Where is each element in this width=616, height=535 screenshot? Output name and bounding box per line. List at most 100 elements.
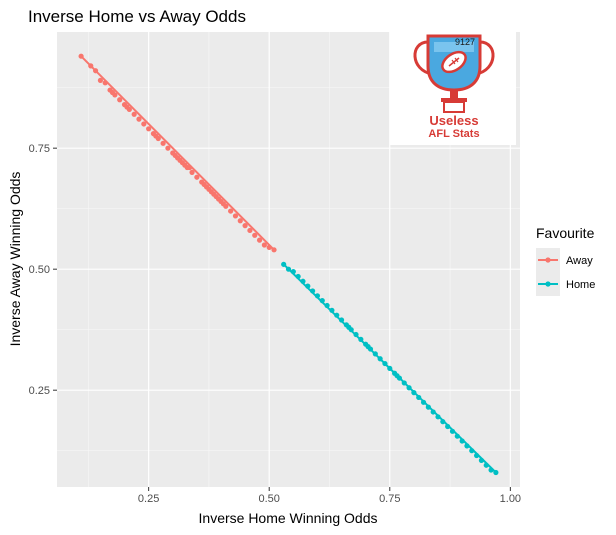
data-point <box>372 351 378 357</box>
data-point <box>247 227 253 234</box>
data-point <box>411 390 417 396</box>
data-point <box>314 293 321 299</box>
x-axis-ticks: 0.25 0.50 0.75 1.00 <box>138 487 521 505</box>
data-point <box>300 278 306 284</box>
data-point <box>430 409 436 415</box>
data-point <box>310 288 316 294</box>
data-point <box>324 302 330 309</box>
data-point <box>459 438 465 444</box>
y-tick-label: 0.75 <box>29 143 50 155</box>
data-point <box>440 419 446 425</box>
data-point <box>102 80 108 86</box>
data-point <box>266 244 272 250</box>
data-point <box>136 116 142 122</box>
logo-line2: AFL Stats <box>428 128 479 140</box>
series-away <box>78 53 277 253</box>
data-point <box>367 346 374 352</box>
data-point <box>416 394 422 401</box>
data-point <box>358 336 364 342</box>
legend-label: Home <box>566 279 595 291</box>
data-point <box>160 140 166 146</box>
data-point <box>261 242 267 248</box>
data-point <box>228 208 234 214</box>
data-point <box>488 467 494 473</box>
data-point <box>493 469 499 476</box>
series-home <box>281 261 499 476</box>
legend-key-point <box>545 257 551 263</box>
data-point <box>348 327 354 333</box>
data-point <box>252 232 258 238</box>
legend-key-point <box>545 281 551 287</box>
data-point <box>387 365 393 372</box>
data-point <box>454 433 460 439</box>
data-point <box>88 63 94 69</box>
data-point <box>338 317 345 323</box>
data-point <box>382 360 388 367</box>
data-point <box>78 53 84 59</box>
y-tick-label: 0.25 <box>29 385 50 397</box>
data-point <box>187 164 193 171</box>
series-away-line <box>80 55 275 251</box>
data-point <box>112 92 118 98</box>
legend-label: Away <box>566 255 593 267</box>
data-point <box>189 169 195 175</box>
data-point <box>223 203 229 209</box>
legend-items: Away Home <box>536 248 595 296</box>
legend-title: Favourite <box>536 225 595 241</box>
x-tick-label: 0.75 <box>379 493 400 505</box>
x-tick-label: 0.50 <box>258 493 279 505</box>
data-point <box>401 380 407 386</box>
y-tick-label: 0.50 <box>29 264 50 276</box>
useless-afl-stats-logo: 9127 Useless AFL Stats <box>390 23 516 145</box>
data-point <box>420 399 427 405</box>
data-point <box>194 174 200 180</box>
logo-badge-text: 9127 <box>455 37 475 47</box>
legend: Favourite Away Home <box>536 225 595 296</box>
x-tick-label: 0.25 <box>138 493 159 505</box>
data-point <box>295 273 301 280</box>
data-point <box>131 111 137 117</box>
data-point <box>271 247 277 253</box>
data-point <box>165 145 171 151</box>
data-point <box>449 428 456 434</box>
data-point <box>406 385 412 391</box>
chart-title: Inverse Home vs Away Odds <box>28 7 246 26</box>
data-point <box>435 414 441 420</box>
data-point <box>146 126 152 132</box>
data-point <box>256 237 263 243</box>
data-point <box>445 423 451 430</box>
data-point <box>232 213 239 219</box>
y-axis-label: Inverse Away Winning Odds <box>7 172 23 347</box>
trophy-icon: 9127 <box>413 34 495 113</box>
data-point <box>290 269 296 275</box>
data-point <box>126 106 132 113</box>
data-point <box>396 375 403 381</box>
legend-item-away: Away <box>536 248 593 272</box>
data-point <box>285 266 292 272</box>
data-point <box>377 356 383 362</box>
logo-line1: Useless <box>429 113 478 128</box>
y-axis-ticks: 0.25 0.50 0.75 <box>29 143 57 397</box>
x-tick-label: 1.00 <box>500 493 521 505</box>
data-point <box>329 307 335 313</box>
data-point <box>353 331 359 338</box>
data-point <box>92 68 99 74</box>
data-point <box>469 448 475 454</box>
series-layer <box>78 53 499 476</box>
x-axis-label: Inverse Home Winning Odds <box>199 510 378 526</box>
legend-item-home: Home <box>536 272 595 296</box>
data-point <box>473 452 480 459</box>
data-point <box>155 135 161 142</box>
data-point <box>242 223 248 229</box>
data-point <box>237 218 243 224</box>
data-point <box>97 77 104 84</box>
data-point <box>141 121 147 127</box>
data-point <box>478 457 485 463</box>
data-point <box>334 312 340 318</box>
data-point <box>464 443 470 449</box>
data-point <box>425 404 431 410</box>
data-point <box>319 298 325 304</box>
data-point <box>281 261 287 267</box>
